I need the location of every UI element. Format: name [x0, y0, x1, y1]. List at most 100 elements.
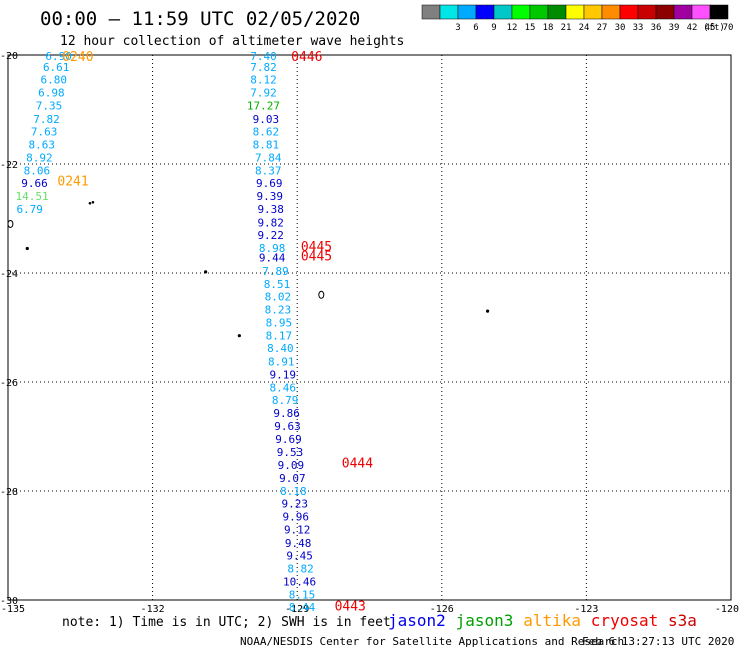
satellite-legend: jason2 jason3 altika cryosat s3a — [388, 611, 697, 630]
swh-value: 8.18 — [280, 485, 307, 498]
swh-value: 9.22 — [257, 229, 284, 242]
colorbar-swatch — [457, 4, 477, 20]
swh-value: 10.46 — [283, 575, 316, 588]
island-marker — [7, 219, 14, 228]
island-marker — [25, 246, 29, 251]
swh-value: 8.92 — [26, 151, 53, 164]
y-tick-label: -28 — [0, 487, 18, 498]
swh-value: 9.39 — [256, 190, 283, 203]
swh-value: 7.82 — [250, 61, 277, 74]
colorbar-label: 30 — [615, 23, 626, 33]
y-tick-label: -20 — [0, 51, 18, 62]
pass-time: 0443 — [335, 599, 366, 614]
satellite-name: altika — [523, 611, 581, 630]
swh-value: 8.62 — [253, 125, 280, 138]
footnote: note: 1) Time is in UTC; 2) SWH is in fe… — [62, 615, 391, 630]
colorbar-label: 27 — [597, 23, 608, 33]
colorbar-label: 12 — [507, 23, 518, 33]
swh-value: 9.82 — [257, 216, 284, 229]
x-tick-label: -123 — [574, 604, 598, 615]
x-tick-label: -132 — [141, 604, 165, 615]
swh-value: 9.96 — [283, 511, 310, 524]
swh-value: 8.95 — [266, 317, 293, 330]
colorbar-label: 42 — [687, 23, 698, 33]
swh-value: 17.27 — [247, 100, 280, 113]
colorbar-swatch — [511, 4, 531, 20]
swh-value: 7.82 — [33, 113, 60, 126]
swh-value: 9.09 — [278, 459, 305, 472]
colorbar-label: 3 — [455, 23, 460, 33]
chart-title: 00:00 – 11:59 UTC 02/05/2020 — [40, 8, 360, 30]
colorbar-swatch — [475, 4, 495, 20]
pass-time: 0445 — [301, 240, 332, 255]
pass-time: 0446 — [291, 50, 322, 65]
y-tick-label: -30 — [0, 596, 18, 607]
axis-tick-labels: -135 -132 -129 -126 -123 -120 -20 -22 -24 -26 -28 -… — [0, 51, 739, 615]
satellite-name: jason2 — [388, 611, 446, 630]
colorbar-swatch — [565, 4, 585, 20]
swh-value: 6.79 — [16, 203, 43, 216]
x-tick-label: -129 — [285, 604, 309, 615]
colorbar-label: 15 — [525, 23, 536, 33]
swh-value: 8.63 — [28, 138, 55, 151]
swh-value: 7.84 — [255, 151, 282, 164]
island-marker — [88, 201, 92, 205]
satellite-name: s3a — [668, 611, 697, 630]
colorbar-swatch — [691, 4, 711, 20]
colorbar-swatch — [421, 4, 441, 20]
y-tick-label: -26 — [0, 378, 18, 389]
island-marker — [237, 334, 241, 338]
satellite-name: jason3 — [456, 611, 514, 630]
swh-labels: 6.906.616.806.987.357.827.638.638.928.06… — [16, 50, 317, 614]
colorbar-label: 6 — [473, 23, 478, 33]
colorbar-label: 36 — [651, 23, 662, 33]
pass-time: 0444 — [342, 457, 373, 472]
swh-value: 6.80 — [41, 74, 68, 87]
swh-value: 8.17 — [266, 330, 293, 343]
swh-value: 14.51 — [16, 190, 49, 203]
colorbar-swatch — [547, 4, 567, 20]
swh-value: 9.44 — [259, 252, 286, 265]
swh-value: 8.12 — [250, 74, 277, 87]
swh-value: 9.86 — [273, 407, 300, 420]
island-marker — [485, 309, 490, 313]
colorbar-label: 18 — [543, 23, 554, 33]
colorbar-swatch — [583, 4, 603, 20]
swh-value: 8.46 — [269, 381, 296, 394]
colorbar-label: 24 — [579, 23, 590, 33]
swh-value: 8.82 — [287, 562, 314, 575]
pass-time: 0241 — [57, 174, 88, 189]
swh-value: 9.53 — [277, 446, 304, 459]
colorbar-swatch — [439, 4, 459, 20]
swh-value: 8.51 — [264, 278, 291, 291]
colorbar-swatch — [601, 4, 621, 20]
swh-value: 8.37 — [255, 165, 282, 178]
swh-value: 6.90 — [45, 50, 72, 63]
swh-value: 9.07 — [279, 472, 306, 485]
swh-value: 7.92 — [250, 87, 277, 100]
colorbar-swatch — [619, 4, 639, 20]
y-tick-label: -22 — [0, 160, 18, 171]
swh-value: 9.45 — [286, 549, 313, 562]
swh-value: 9.23 — [282, 498, 309, 511]
swh-value: 9.69 — [256, 177, 283, 190]
colorbar-label: 70 — [723, 23, 734, 33]
swh-value: 6.61 — [43, 61, 70, 74]
swh-value: 8.91 — [268, 355, 295, 368]
swh-value: 8.81 — [253, 138, 280, 151]
swh-value: 8.23 — [265, 304, 292, 317]
swh-value: 7.63 — [31, 125, 58, 138]
plot-frame — [7, 54, 732, 601]
colorbar-label: 39 — [669, 23, 680, 33]
swh-value: 9.48 — [285, 537, 312, 550]
island-marker — [318, 290, 325, 299]
swh-value: 9.66 — [21, 177, 48, 190]
swh-value: 8.02 — [265, 290, 292, 303]
colorbar-swatch — [655, 4, 675, 20]
island-marker — [204, 270, 208, 274]
colorbar-swatch — [493, 4, 513, 20]
x-tick-label: -126 — [430, 604, 454, 615]
swh-value: 9.38 — [257, 203, 284, 216]
